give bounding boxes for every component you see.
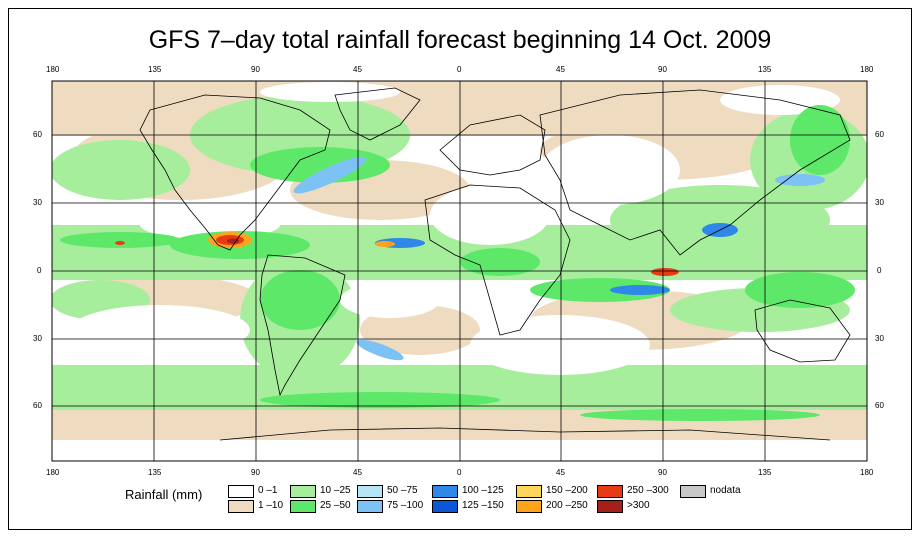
- lon-tick-top: 135: [758, 65, 772, 74]
- coastlines: [139, 87, 851, 441]
- lat-tick-left: 30: [33, 198, 42, 207]
- lat-tick-left: 60: [33, 130, 42, 139]
- lon-tick-bottom: 45: [556, 468, 565, 477]
- lon-tick-top: 45: [556, 65, 565, 74]
- lon-tick-bottom: 45: [353, 468, 362, 477]
- lon-tick-top: 90: [658, 65, 667, 74]
- legend-label: 150 –200: [546, 485, 588, 496]
- legend-label: 250 –300: [627, 485, 669, 496]
- legend-swatch: [597, 485, 623, 498]
- lat-tick-left: 60: [33, 401, 42, 410]
- legend-swatch: [597, 500, 623, 513]
- legend-label: 75 –100: [387, 500, 424, 511]
- figure-frame: [8, 8, 912, 530]
- lon-tick-bottom: 135: [148, 468, 162, 477]
- legend-swatch: [228, 485, 254, 498]
- legend-swatch: [290, 500, 316, 513]
- legend-swatch: [357, 500, 383, 513]
- legend-label: nodata: [710, 485, 741, 496]
- lon-tick-top: 180: [860, 65, 874, 74]
- legend-label: 1 –10: [258, 500, 284, 511]
- lon-tick-bottom: 0: [457, 468, 462, 477]
- legend-label: >300: [627, 500, 650, 511]
- lat-tick-right: 30: [875, 334, 884, 343]
- lon-tick-bottom: 180: [860, 468, 874, 477]
- lat-tick-right: 60: [875, 130, 884, 139]
- legend-label: 125 –150: [462, 500, 504, 511]
- lat-tick-right: 30: [875, 198, 884, 207]
- legend-swatch: [516, 485, 542, 498]
- legend-label: 0 –1: [258, 485, 278, 496]
- lat-tick-left: 0: [37, 266, 42, 275]
- graticule: [52, 81, 867, 461]
- lon-tick-top: 180: [46, 65, 60, 74]
- legend-swatch: [432, 500, 458, 513]
- lon-tick-top: 0: [457, 65, 462, 74]
- lon-tick-top: 45: [353, 65, 362, 74]
- legend-label: 200 –250: [546, 500, 588, 511]
- legend-swatch: [357, 485, 383, 498]
- lon-tick-bottom: 180: [46, 468, 60, 477]
- lon-tick-bottom: 90: [658, 468, 667, 477]
- legend-swatch: [516, 500, 542, 513]
- legend-swatch: [290, 485, 316, 498]
- legend-swatch: [680, 485, 706, 498]
- legend-swatch: [432, 485, 458, 498]
- lat-tick-left: 30: [33, 334, 42, 343]
- lat-tick-right: 0: [877, 266, 882, 275]
- legend-label: 25 –50: [320, 500, 351, 511]
- lat-tick-right: 60: [875, 401, 884, 410]
- map-border: [51, 80, 868, 462]
- legend-label: 50 –75: [387, 485, 418, 496]
- lon-tick-top: 90: [251, 65, 260, 74]
- lon-tick-bottom: 135: [758, 468, 772, 477]
- legend-swatch: [228, 500, 254, 513]
- legend-title: Rainfall (mm): [125, 487, 203, 502]
- legend-label: 100 –125: [462, 485, 504, 496]
- lon-tick-top: 135: [148, 65, 162, 74]
- legend-label: 10 –25: [320, 485, 351, 496]
- map-title: GFS 7–day total rainfall forecast beginn…: [148, 26, 772, 54]
- lon-tick-bottom: 90: [251, 468, 260, 477]
